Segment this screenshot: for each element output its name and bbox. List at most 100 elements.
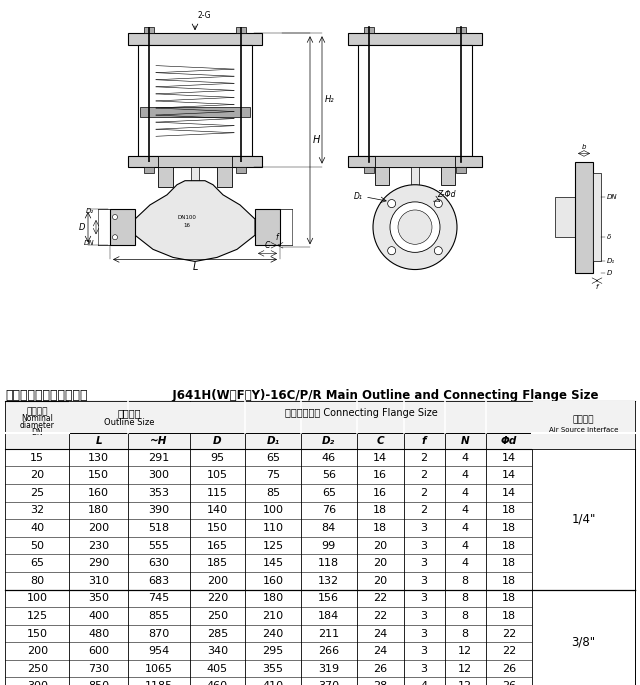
Text: L: L <box>95 436 102 446</box>
Bar <box>575 162 593 273</box>
Circle shape <box>388 199 396 208</box>
Text: D: D <box>607 270 612 275</box>
Circle shape <box>388 247 396 255</box>
Bar <box>158 166 173 187</box>
Text: 84: 84 <box>322 523 336 533</box>
Text: 150: 150 <box>27 629 48 638</box>
Text: 115: 115 <box>207 488 228 498</box>
Text: 8: 8 <box>461 576 468 586</box>
Text: 18: 18 <box>502 540 516 551</box>
Bar <box>593 173 601 262</box>
Text: 32: 32 <box>30 506 44 515</box>
Bar <box>348 156 482 166</box>
Text: 340: 340 <box>207 646 228 656</box>
Text: 156: 156 <box>318 593 339 603</box>
Bar <box>456 27 466 34</box>
Text: 850: 850 <box>88 682 109 685</box>
Bar <box>255 209 280 245</box>
Text: 12: 12 <box>458 646 472 656</box>
Text: 630: 630 <box>148 558 170 568</box>
Text: 310: 310 <box>88 576 109 586</box>
Text: 80: 80 <box>30 576 44 586</box>
Text: 公称通径: 公称通径 <box>26 407 48 416</box>
Text: 285: 285 <box>207 629 228 638</box>
Bar <box>5 401 635 433</box>
Text: 184: 184 <box>318 611 339 621</box>
Text: 160: 160 <box>262 576 284 586</box>
Text: 22: 22 <box>373 593 387 603</box>
Text: 26: 26 <box>502 664 516 673</box>
Text: δ: δ <box>607 234 611 240</box>
Text: 3: 3 <box>420 523 428 533</box>
Text: 600: 600 <box>88 646 109 656</box>
Text: D₂: D₂ <box>86 208 94 214</box>
Text: 745: 745 <box>148 593 170 603</box>
Text: 40: 40 <box>30 523 44 533</box>
Text: f: f <box>276 234 278 242</box>
Text: 3: 3 <box>420 611 428 621</box>
Polygon shape <box>135 181 255 262</box>
Bar <box>158 156 232 166</box>
Text: ~H: ~H <box>150 436 168 446</box>
Text: 22: 22 <box>502 629 516 638</box>
Text: 300: 300 <box>27 682 48 685</box>
Text: 2: 2 <box>420 453 428 462</box>
Text: 4: 4 <box>461 471 468 480</box>
Text: 65: 65 <box>30 558 44 568</box>
Bar <box>555 197 575 237</box>
Text: 3: 3 <box>420 593 428 603</box>
Text: 26: 26 <box>373 664 387 673</box>
Text: 24: 24 <box>373 646 387 656</box>
Text: Nominal: Nominal <box>21 414 53 423</box>
Text: 14: 14 <box>502 453 516 462</box>
Text: 气源接口: 气源接口 <box>573 415 595 424</box>
Bar <box>236 166 246 173</box>
Text: 24: 24 <box>373 629 387 638</box>
Text: 56: 56 <box>322 471 336 480</box>
Text: 85: 85 <box>266 488 280 498</box>
Text: 22: 22 <box>502 646 516 656</box>
Circle shape <box>390 202 440 252</box>
Text: 355: 355 <box>262 664 284 673</box>
Text: 主要外形及连接法兰尺寸: 主要外形及连接法兰尺寸 <box>5 388 88 401</box>
Text: D: D <box>213 436 221 446</box>
Text: 4: 4 <box>461 488 468 498</box>
Text: 连接法兰尺寸 Connecting Flange Size: 连接法兰尺寸 Connecting Flange Size <box>285 408 437 418</box>
Text: 125: 125 <box>262 540 284 551</box>
Bar <box>441 166 455 185</box>
Text: Z-Φd: Z-Φd <box>437 190 456 199</box>
Text: 8: 8 <box>461 629 468 638</box>
Text: 230: 230 <box>88 540 109 551</box>
Text: 18: 18 <box>373 506 387 515</box>
Text: 266: 266 <box>318 646 339 656</box>
Text: 15: 15 <box>30 453 44 462</box>
Bar <box>364 27 374 34</box>
Text: 3: 3 <box>420 540 428 551</box>
Text: D₂: D₂ <box>322 436 335 446</box>
Bar <box>138 45 252 156</box>
Text: 870: 870 <box>148 629 170 638</box>
Text: 28: 28 <box>373 682 387 685</box>
Bar <box>364 166 374 173</box>
Text: 4: 4 <box>461 558 468 568</box>
Text: 25: 25 <box>30 488 44 498</box>
Bar <box>144 27 154 34</box>
Circle shape <box>373 185 457 269</box>
Circle shape <box>398 210 432 245</box>
Text: 405: 405 <box>207 664 228 673</box>
Bar <box>5 433 635 449</box>
Text: 250: 250 <box>27 664 48 673</box>
Text: 125: 125 <box>27 611 48 621</box>
Bar <box>110 209 135 245</box>
Text: 211: 211 <box>318 629 339 638</box>
Text: 185: 185 <box>207 558 228 568</box>
Text: 730: 730 <box>88 664 109 673</box>
Bar <box>411 166 419 185</box>
Text: 291: 291 <box>148 453 170 462</box>
Text: C: C <box>376 436 384 446</box>
Text: C: C <box>265 241 270 250</box>
Bar <box>375 156 455 166</box>
Text: 180: 180 <box>262 593 284 603</box>
Text: 140: 140 <box>207 506 228 515</box>
Text: 14: 14 <box>373 453 387 462</box>
